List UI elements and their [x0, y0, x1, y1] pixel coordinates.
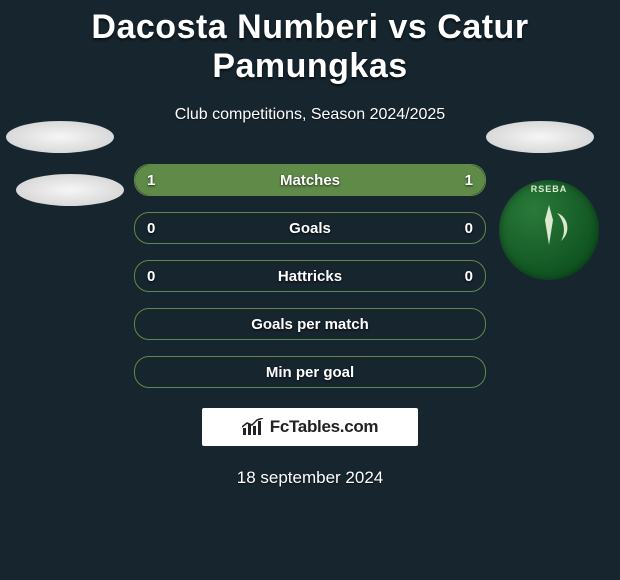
stat-value-left: 0 — [147, 268, 155, 285]
stat-row: 0 Hattricks 0 — [134, 260, 486, 292]
stat-row: 0 Goals 0 — [134, 212, 486, 244]
stat-row: Goals per match — [134, 308, 486, 340]
club-badge-text: RSEBA — [531, 184, 568, 194]
date-text: 18 september 2024 — [0, 468, 620, 488]
team-logo-placeholder — [16, 174, 124, 206]
page-title: Dacosta Numberi vs Catur Pamungkas — [0, 0, 620, 86]
stat-value-left: 0 — [147, 220, 155, 237]
stat-row: 1 Matches 1 — [134, 164, 486, 196]
brand-chart-icon — [242, 418, 264, 436]
club-badge: RSEBA — [499, 180, 599, 280]
stat-value-right: 0 — [465, 220, 473, 237]
team-logo-placeholder — [486, 121, 594, 153]
stat-label: Min per goal — [266, 364, 354, 381]
stat-row: Min per goal — [134, 356, 486, 388]
team-logo-placeholder — [6, 121, 114, 153]
stat-label: Goals per match — [251, 316, 369, 333]
club-badge-icon — [519, 195, 579, 262]
stat-value-right: 1 — [465, 172, 473, 189]
stat-value-left: 1 — [147, 172, 155, 189]
brand-text: FcTables.com — [270, 417, 379, 437]
brand-box: FcTables.com — [202, 408, 418, 446]
stat-label: Hattricks — [278, 268, 342, 285]
comparison-card: Dacosta Numberi vs Catur Pamungkas Club … — [0, 0, 620, 580]
stat-value-right: 0 — [465, 268, 473, 285]
stat-label: Goals — [289, 220, 331, 237]
stat-label: Matches — [280, 172, 340, 189]
